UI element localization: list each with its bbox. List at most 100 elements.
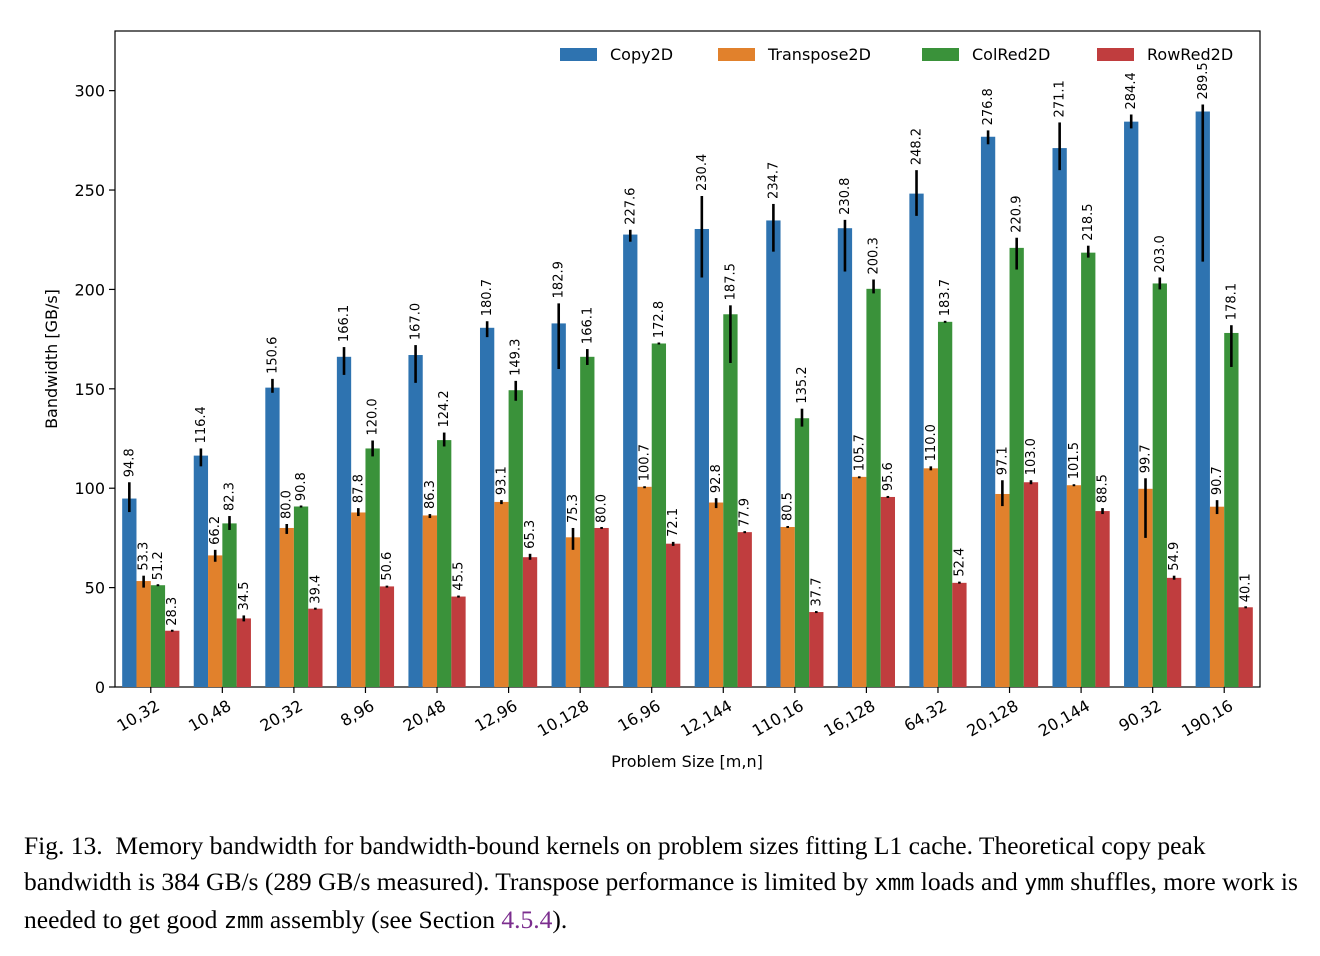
data-label: 101.5 bbox=[1067, 442, 1082, 479]
data-label: 203.0 bbox=[1153, 235, 1168, 272]
bar-transpose2d bbox=[637, 486, 652, 687]
data-label: 82.3 bbox=[222, 482, 237, 511]
data-label: 45.5 bbox=[451, 562, 466, 591]
data-label: 100.7 bbox=[638, 444, 653, 481]
bar-copy2d bbox=[980, 136, 996, 688]
caption-text-3: shuffles, more work is needed to get goo… bbox=[24, 867, 1298, 934]
bar-rowred2d bbox=[880, 496, 896, 687]
legend: Copy2D Transpose2D ColRed2D RowRed2D bbox=[560, 45, 1233, 64]
bar-transpose2d bbox=[1066, 485, 1082, 687]
data-label: 289.5 bbox=[1196, 62, 1211, 99]
bar-transpose2d bbox=[494, 501, 509, 687]
y-tick-label: 200 bbox=[74, 280, 105, 299]
bar-rowred2d bbox=[1095, 511, 1110, 687]
caption-text-1: Memory bandwidth for bandwidth-bound ker… bbox=[24, 831, 1206, 896]
data-label: 183.7 bbox=[938, 279, 953, 316]
bar-transpose2d bbox=[208, 555, 223, 687]
bar-rowred2d bbox=[308, 608, 323, 687]
bar-copy2d bbox=[694, 228, 709, 687]
bar-rowred2d bbox=[1238, 607, 1253, 687]
y-tick-label: 300 bbox=[74, 82, 105, 101]
x-tick-label: 12,144 bbox=[677, 696, 735, 740]
bar-copy2d bbox=[551, 323, 566, 687]
bar-colred2d bbox=[508, 390, 523, 687]
bar-rowred2d bbox=[165, 630, 180, 687]
data-label: 276.8 bbox=[981, 88, 996, 125]
bar-copy2d bbox=[623, 234, 638, 688]
caption-code-zmm: zmm bbox=[223, 909, 264, 934]
legend-label-copy2d: Copy2D bbox=[610, 45, 673, 64]
data-label: 135.2 bbox=[795, 366, 810, 403]
data-label: 65.3 bbox=[523, 520, 538, 549]
bar-colred2d bbox=[937, 321, 953, 687]
section-reference-link[interactable]: 4.5.4 bbox=[501, 905, 553, 934]
x-tick-label: 10,32 bbox=[114, 696, 163, 735]
bar-colred2d bbox=[1224, 332, 1239, 687]
data-label: 92.8 bbox=[709, 464, 724, 493]
data-label: 284.4 bbox=[1124, 72, 1139, 109]
x-tick-label: 16,96 bbox=[615, 696, 664, 735]
data-label: 77.9 bbox=[738, 498, 753, 527]
caption-text-2: loads and bbox=[914, 867, 1025, 896]
bar-transpose2d bbox=[136, 581, 151, 687]
bar-rowred2d bbox=[666, 543, 681, 687]
bar-rowred2d bbox=[809, 612, 824, 687]
data-label: 87.8 bbox=[351, 474, 366, 503]
data-label: 218.5 bbox=[1081, 203, 1096, 240]
caption-code-xmm: xmm bbox=[874, 871, 915, 896]
data-label: 80.5 bbox=[781, 492, 796, 521]
data-label: 166.1 bbox=[580, 307, 595, 344]
data-label: 220.9 bbox=[1010, 196, 1025, 233]
bar-copy2d bbox=[909, 193, 924, 687]
x-tick-label: 20,48 bbox=[400, 696, 449, 735]
data-label: 110.0 bbox=[924, 424, 939, 461]
bar-rowred2d bbox=[1023, 482, 1039, 687]
x-tick-label: 12,96 bbox=[471, 696, 520, 735]
data-label: 51.2 bbox=[151, 551, 166, 580]
bar-transpose2d bbox=[565, 537, 581, 687]
bar-copy2d bbox=[193, 455, 209, 687]
bar-colred2d bbox=[866, 288, 881, 687]
bar-transpose2d bbox=[351, 512, 366, 687]
bar-transpose2d bbox=[1209, 506, 1225, 687]
data-label: 40.1 bbox=[1239, 573, 1254, 602]
bar-colred2d bbox=[1081, 252, 1096, 687]
legend-swatch-rowred2d bbox=[1097, 48, 1134, 61]
bar-rowred2d bbox=[236, 618, 251, 687]
bar-copy2d bbox=[1124, 121, 1139, 687]
x-tick-label: 10,128 bbox=[534, 696, 592, 740]
y-tick-label: 100 bbox=[74, 479, 105, 498]
bar-copy2d bbox=[336, 356, 352, 687]
x-tick-label: 190,16 bbox=[1178, 696, 1236, 740]
data-label: 105.7 bbox=[852, 434, 867, 471]
data-label: 39.4 bbox=[308, 575, 323, 604]
data-label: 178.1 bbox=[1224, 283, 1239, 320]
y-tick-label: 50 bbox=[85, 579, 105, 598]
bar-copy2d bbox=[122, 498, 137, 687]
data-label: 72.1 bbox=[666, 508, 681, 537]
data-label: 28.3 bbox=[165, 597, 180, 626]
x-axis: 10,32 10,48 20,32 8,96 20,48 12,96 10,128 16,96… bbox=[114, 687, 1236, 740]
x-tick-label: 64,32 bbox=[901, 696, 950, 735]
data-label: 116.4 bbox=[194, 406, 209, 443]
data-label: 248.2 bbox=[910, 128, 925, 165]
bar-rowred2d bbox=[522, 557, 538, 687]
data-label: 124.2 bbox=[437, 390, 452, 427]
bar-transpose2d bbox=[1138, 488, 1153, 687]
bar-colred2d bbox=[437, 440, 452, 687]
data-label: 75.3 bbox=[566, 494, 581, 523]
bar-rowred2d bbox=[952, 582, 967, 687]
bar-colred2d bbox=[794, 418, 810, 687]
data-label: 230.8 bbox=[838, 178, 853, 215]
data-label: 90.8 bbox=[294, 472, 309, 501]
bar-colred2d bbox=[723, 314, 738, 687]
x-tick-label: 10,48 bbox=[185, 696, 234, 735]
data-label: 230.4 bbox=[695, 154, 710, 191]
x-tick-label: 20,32 bbox=[257, 696, 306, 735]
data-label: 120.0 bbox=[366, 398, 381, 435]
caption-code-ymm: ymm bbox=[1024, 871, 1064, 896]
y-axis: 0 50 100 150 200 250 300 bbox=[74, 82, 115, 697]
data-label: 99.7 bbox=[1139, 444, 1154, 473]
data-label: 187.5 bbox=[723, 263, 738, 300]
bar-colred2d bbox=[293, 506, 309, 687]
